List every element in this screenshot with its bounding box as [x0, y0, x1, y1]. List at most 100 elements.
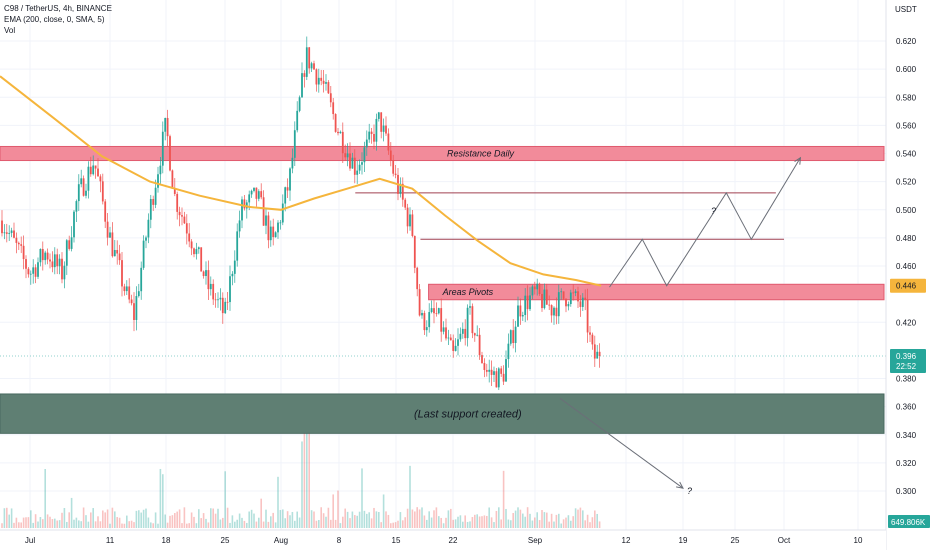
candle-body: [440, 308, 443, 332]
resistance-daily-zone: [0, 145, 885, 162]
volume-bar: [538, 520, 541, 528]
candle-body: [277, 222, 279, 233]
volume-bar: [382, 494, 385, 528]
time-tick-label: Oct: [778, 536, 791, 545]
candle-body: [118, 253, 121, 261]
volume-bar: [274, 522, 277, 528]
volume-bar: [546, 512, 548, 528]
volume-legend[interactable]: Vol: [4, 26, 16, 35]
volume-bar: [574, 508, 577, 528]
candle-body: [104, 201, 107, 222]
volume-bar: [159, 468, 162, 528]
volume-bar: [32, 522, 34, 528]
volume-bar: [298, 517, 301, 528]
volume-bar: [250, 509, 253, 528]
candle-body: [20, 244, 23, 246]
candle-body: [101, 181, 104, 202]
volume-bar: [44, 468, 46, 528]
volume-bar: [97, 516, 99, 528]
volume-bar: [409, 465, 411, 528]
candle-body: [260, 191, 263, 198]
volume-bar: [310, 510, 313, 528]
time-axis[interactable]: Jul 11 18 25 Aug 8 15 22 Sep 12 19 25 Oct 10: [0, 529, 886, 550]
candle-body: [521, 315, 524, 317]
volume-bar: [94, 521, 97, 528]
candle-body: [298, 97, 301, 111]
projection-up-label: ?: [711, 206, 716, 216]
volume-bar: [380, 522, 382, 528]
candle-body: [577, 291, 579, 302]
candle-body: [164, 117, 167, 132]
volume-bar: [226, 507, 229, 528]
volume-bar: [6, 507, 8, 528]
volume-bar: [469, 521, 471, 528]
volume-bar: [531, 520, 534, 528]
candle-body: [231, 273, 234, 277]
volume-bar: [445, 517, 447, 528]
symbol-legend[interactable]: C98 / TetherUS, 4h, BINANCE: [4, 4, 112, 13]
candle-body: [22, 245, 25, 260]
candle-body: [296, 110, 299, 131]
volume-bar: [313, 511, 315, 528]
candle-body: [500, 368, 503, 374]
volume-bar: [488, 507, 490, 528]
volume-bar: [543, 512, 546, 528]
candle-body: [545, 289, 548, 305]
candle-body: [447, 337, 450, 339]
volume-bar: [73, 519, 75, 528]
volume-bar: [106, 509, 109, 528]
candle-body: [303, 73, 306, 77]
volume-bar: [519, 509, 522, 528]
candle-body: [485, 369, 488, 372]
candle-body: [37, 262, 39, 277]
volume-bar: [452, 519, 454, 528]
candle-body: [8, 232, 11, 234]
candle-body: [217, 299, 219, 301]
ema-legend[interactable]: EMA (200, close, 0, SMA, 5): [4, 15, 105, 24]
volume-bar: [373, 507, 375, 528]
time-tick-label: 22: [449, 536, 458, 545]
candle-body: [49, 259, 51, 262]
volume-bar: [594, 510, 596, 528]
candle-body: [289, 168, 291, 191]
volume-bar: [550, 513, 553, 528]
volume-bar: [490, 517, 493, 528]
candle-body: [574, 291, 577, 293]
volume-bar: [471, 517, 474, 528]
candle-body: [253, 187, 255, 191]
candle-body: [329, 93, 332, 103]
candle-body: [344, 153, 347, 158]
volume-bar: [265, 509, 267, 528]
volume-bar: [133, 522, 135, 528]
candle-body: [56, 254, 59, 267]
candle-body: [406, 207, 409, 227]
volume-bar: [474, 514, 476, 528]
candle-body: [274, 232, 277, 238]
chart-legend: C98 / TetherUS, 4h, BINANCE EMA (200, cl…: [4, 3, 112, 36]
candle-body: [471, 306, 474, 334]
candle-body: [488, 369, 491, 372]
candle-body: [89, 166, 92, 175]
price-tick-label: 0.620: [896, 37, 917, 46]
candle-body: [97, 168, 99, 177]
candle-body: [63, 265, 66, 280]
candle-body: [358, 164, 361, 171]
time-tick-label: 19: [679, 536, 688, 545]
candle-body: [464, 328, 467, 339]
candle-body: [586, 299, 589, 333]
candle-body: [109, 232, 111, 238]
candle-body: [387, 133, 390, 151]
volume-bar: [411, 509, 414, 528]
candle-body: [267, 215, 270, 241]
volume-bar: [1, 523, 3, 528]
candle-body: [99, 176, 102, 182]
price-axis[interactable]: USDT 0.620 0.600 0.580 0.560 0.540 0.520 0.500 0…: [885, 0, 932, 550]
volume-bar: [536, 512, 538, 528]
volume-bar: [435, 507, 438, 528]
candle-body: [142, 240, 145, 268]
volume-bar: [277, 476, 279, 528]
candle-body: [166, 117, 169, 137]
volume-bar: [126, 515, 128, 528]
volume-bar: [394, 522, 397, 528]
